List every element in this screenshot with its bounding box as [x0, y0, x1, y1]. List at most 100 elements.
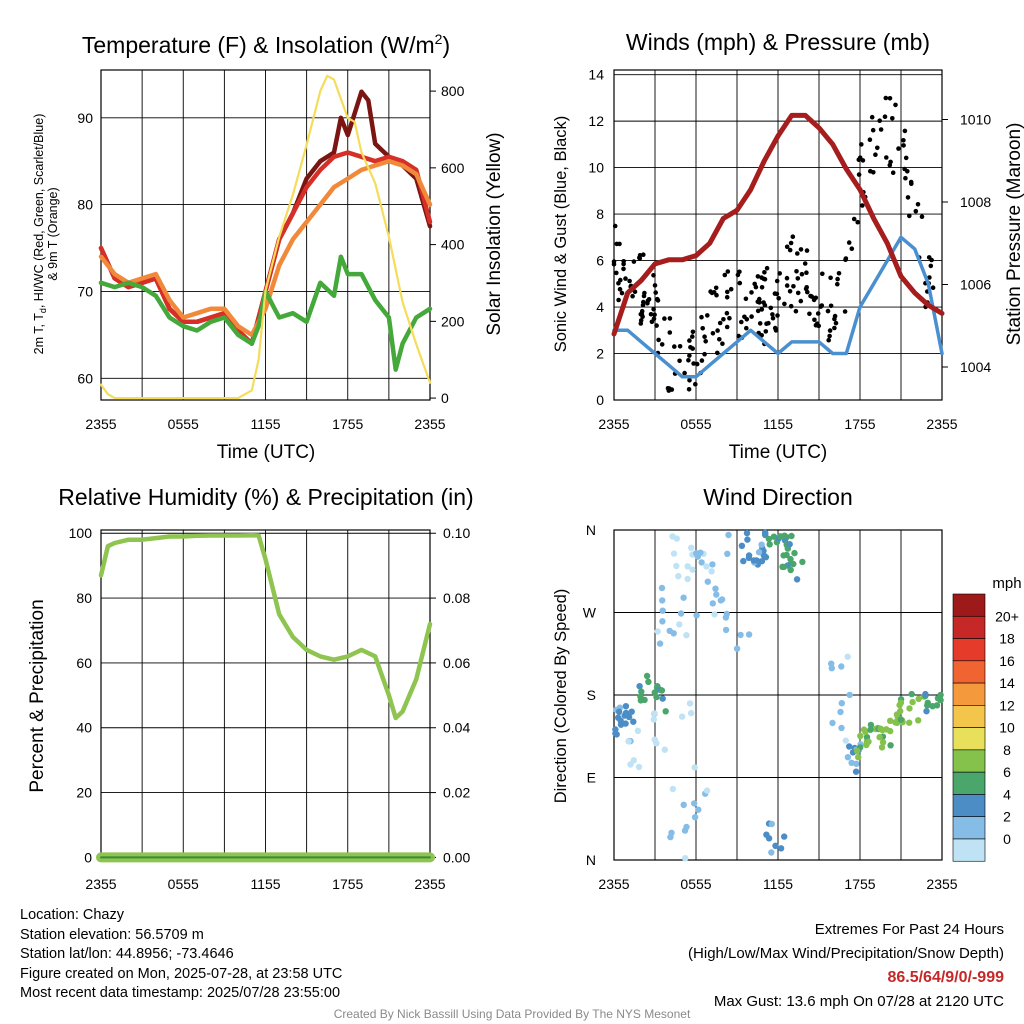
direction-ytick-label: S	[587, 687, 596, 703]
winds-gust-point	[782, 301, 787, 307]
direction-panel: Wind Direction Direction (Colored By Spe…	[552, 484, 1022, 892]
direction-point	[887, 717, 894, 724]
temperature-ytick-left-label: 90	[77, 110, 93, 126]
winds-gust-point	[630, 293, 635, 299]
direction-point	[725, 531, 732, 539]
direction-point	[923, 708, 930, 715]
direction-point	[770, 533, 778, 540]
winds-gust-point	[617, 286, 623, 292]
winds-gust-point	[775, 313, 780, 318]
direction-point	[863, 741, 870, 749]
winds-gust-point	[687, 353, 692, 358]
winds-gust-point	[623, 276, 628, 281]
winds-gust-point	[642, 290, 647, 296]
direction-point	[838, 663, 845, 670]
winds-gust-point	[875, 145, 880, 151]
direction-point	[625, 738, 632, 745]
direction-point	[678, 713, 686, 720]
direction-point	[846, 743, 853, 750]
winds-gust-point	[757, 296, 762, 302]
winds-gust-point	[749, 290, 754, 295]
winds-gust-point	[687, 338, 692, 343]
temperature-ytick-right-label: 600	[441, 160, 465, 176]
direction-legend-title: mph	[992, 575, 1021, 592]
temperature-ytick-right-label: 400	[441, 237, 465, 253]
direction-point	[922, 690, 929, 698]
winds-gust-point	[768, 305, 774, 311]
winds-gust-point	[791, 284, 796, 289]
direction-point	[651, 710, 658, 717]
direction-point	[681, 827, 689, 834]
direction-point	[761, 529, 769, 536]
direction-point	[709, 561, 716, 568]
temperature-xtick-label: 0555	[168, 416, 199, 432]
direction-legend-label: 2	[1003, 809, 1011, 825]
direction-point	[887, 742, 894, 749]
direction-xtick-label: 1755	[844, 876, 875, 892]
direction-point	[762, 554, 770, 561]
winds-gust-point	[690, 346, 695, 351]
direction-point	[790, 560, 797, 568]
direction-point	[695, 806, 702, 813]
winds-gust-point	[699, 358, 705, 363]
direction-point	[745, 554, 753, 562]
direction-point	[650, 716, 657, 723]
temperature-ylabel-left: 2m T, Td, HI/WC (Red, Green, Scarlet/Blu…	[32, 114, 48, 355]
winds-gust-point	[619, 290, 625, 296]
extremes-values: 86.5/64/9/0/-999	[887, 969, 1004, 986]
winds-gust-point	[641, 299, 646, 305]
winds-gust-point	[896, 146, 901, 151]
humidity-ytick-left-label: 0	[84, 849, 92, 865]
winds-gust-point	[722, 272, 728, 278]
direction-xtick-label: 0555	[680, 876, 711, 892]
direction-point	[799, 558, 806, 566]
winds-gust-point	[869, 114, 875, 120]
direction-point	[737, 631, 744, 639]
direction-point	[842, 737, 849, 744]
direction-point	[787, 566, 794, 574]
direction-point	[613, 731, 620, 738]
winds-gust-point	[703, 339, 708, 344]
direction-point	[667, 833, 674, 841]
direction-point	[684, 563, 691, 570]
winds-gust-point	[725, 289, 730, 295]
temperature-panel: Temperature (F) & Insolation (W/m2) 2m T…	[32, 31, 505, 463]
humidity-ytick-left-label: 80	[76, 590, 92, 606]
winds-ytick-left-label: 6	[596, 253, 604, 269]
direction-point	[645, 678, 652, 685]
temperature-ytick-left-label: 60	[77, 370, 93, 386]
direction-legend-swatch	[952, 749, 986, 773]
winds-gust-point	[927, 275, 932, 280]
winds-gust-point	[887, 96, 893, 101]
winds-gust-point	[725, 269, 731, 274]
max-gust-text: Max Gust: 13.6 mph On 07/28 at 2120 UTC	[713, 993, 1004, 1010]
winds-gust-point	[827, 333, 832, 339]
winds-gust-point	[724, 324, 730, 330]
winds-gust-point	[833, 320, 839, 326]
winds-gust-point	[788, 240, 794, 246]
direction-point	[666, 627, 673, 635]
winds-gust-point	[795, 276, 801, 281]
direction-point	[683, 632, 690, 639]
direction-legend-swatch	[952, 638, 986, 662]
temperature-xtick-label: 2355	[85, 416, 116, 432]
winds-xtick-label: 1155	[763, 416, 793, 432]
winds-ytick-left-label: 2	[596, 346, 604, 362]
direction-point	[787, 555, 794, 563]
winds-panel: Winds (mph) & Pressure (mb) Sonic Wind &…	[552, 29, 1024, 463]
direction-legend-label: 6	[1003, 764, 1011, 780]
direction-point	[877, 725, 884, 732]
winds-xtick-label: 0555	[680, 416, 711, 432]
direction-legend-swatch	[952, 593, 986, 617]
direction-point	[758, 541, 765, 548]
winds-gust-point	[835, 281, 840, 287]
winds-ytick-left-label: 10	[588, 160, 604, 176]
winds-gust-point	[878, 127, 884, 132]
direction-point	[662, 708, 669, 715]
winds-gust-point	[744, 325, 749, 331]
direction-legend-label: 12	[999, 697, 1015, 713]
winds-gust-point	[764, 265, 770, 271]
winds-gust-point	[802, 261, 808, 266]
direction-point	[703, 787, 711, 794]
winds-gust-point	[690, 329, 696, 335]
